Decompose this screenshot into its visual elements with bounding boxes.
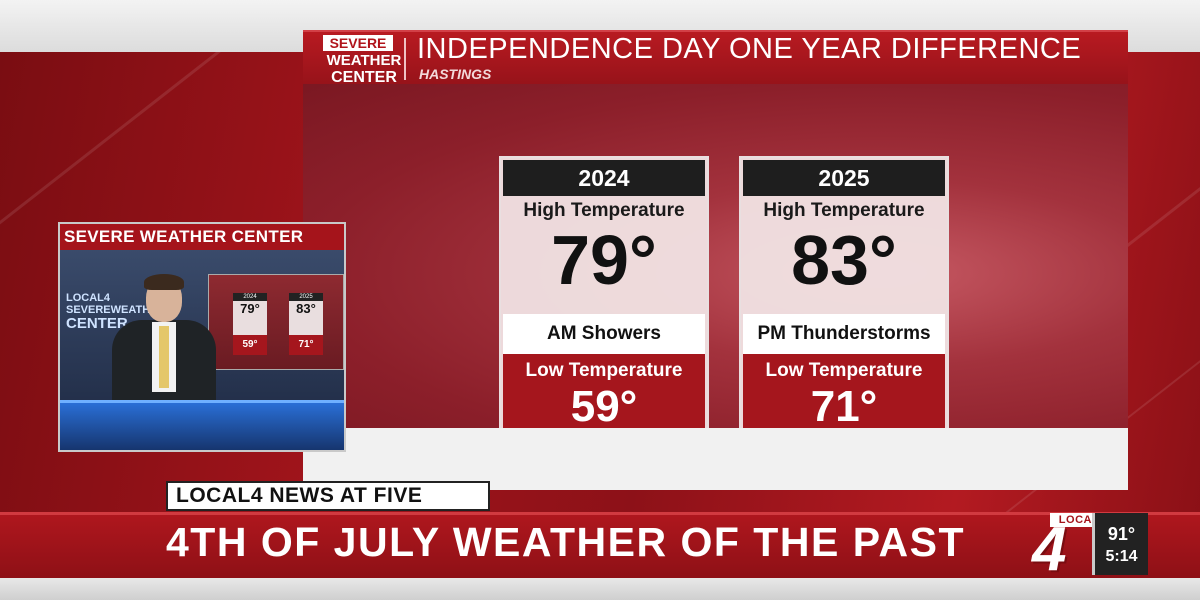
- card-year: 2024: [503, 160, 705, 196]
- high-temp-value: 79°: [551, 221, 657, 299]
- studio-monitor: 2024 79° 59° 2025 83° 71°: [208, 274, 344, 370]
- card-year: 2025: [743, 160, 945, 196]
- studio-desk: [60, 400, 344, 450]
- monitor-card-2024: 2024 79° 59°: [233, 293, 267, 355]
- monitor-card-high: 79°: [240, 301, 260, 316]
- low-temp-value: 59°: [570, 382, 638, 431]
- low-temp-label: Low Temperature: [765, 360, 923, 381]
- low-temp-box: Low Temperature 71°: [743, 354, 945, 437]
- logo-line-3: CENTER: [331, 69, 397, 86]
- graphic-base: [303, 428, 1128, 490]
- year-card-2024: 2024 High Temperature 79° AM Showers Low…: [499, 156, 709, 441]
- logo-line-1: SEVERE: [323, 35, 393, 51]
- severe-weather-center-logo: SEVERE WEATHER CENTER: [317, 32, 411, 86]
- show-tag: LOCAL4 NEWS AT FIVE: [166, 481, 490, 511]
- graphic-header: SEVERE WEATHER CENTER INDEPENDENCE DAY O…: [303, 30, 1128, 86]
- headline-bar: [0, 512, 1200, 578]
- monitor-card-high: 83°: [296, 301, 316, 316]
- monitor-card-2025: 2025 83° 71°: [289, 293, 323, 355]
- condition-label: AM Showers: [503, 314, 705, 354]
- low-temp-label: Low Temperature: [525, 360, 683, 381]
- monitor-card-year: 2025: [289, 293, 323, 301]
- condition-label: PM Thunderstorms: [743, 314, 945, 354]
- graphic-subtitle: HASTINGS: [419, 66, 492, 82]
- low-temp-box: Low Temperature 59°: [503, 354, 705, 437]
- low-temp-value: 71°: [810, 382, 878, 431]
- meteorologist-tie: [159, 326, 169, 388]
- bug-temperature: 91°: [1107, 524, 1136, 544]
- pip-label: SEVERE WEATHER CENTER: [60, 224, 344, 250]
- studio-pip: LOCAL4 SEVEREWEATHER CENTER 2024 79° 59°…: [58, 222, 346, 452]
- bottom-bar: [0, 578, 1200, 600]
- station-bug: 4 LOCAL 91° 5:14: [1032, 513, 1152, 581]
- studio-logo-line-3: CENTER: [66, 315, 128, 333]
- studio-logo-line-2: SEVEREWEATHER: [66, 304, 166, 317]
- high-temp-label: High Temperature: [523, 200, 685, 221]
- high-temp-label: High Temperature: [763, 200, 925, 221]
- graphic-title: INDEPENDENCE DAY ONE YEAR DIFFERENCE: [417, 33, 1082, 65]
- local4-logo: 4 LOCAL: [1032, 513, 1108, 581]
- year-card-2025: 2025 High Temperature 83° PM Thunderstor…: [739, 156, 949, 441]
- bug-number: 4: [1032, 515, 1067, 584]
- high-temp-value: 83°: [791, 221, 897, 299]
- monitor-card-year: 2024: [233, 293, 267, 301]
- meteorologist-hair: [144, 274, 184, 290]
- header-divider: [404, 38, 406, 80]
- monitor-card-low: 71°: [289, 335, 323, 355]
- headline-accent: [0, 512, 1200, 515]
- graphic-body: 2024 High Temperature 79° AM Showers Low…: [303, 84, 1128, 441]
- logo-line-2: WEATHER: [326, 52, 402, 69]
- headline: 4TH OF JULY WEATHER OF THE PAST: [166, 519, 965, 565]
- weather-graphic: SEVERE WEATHER CENTER INDEPENDENCE DAY O…: [303, 30, 1128, 490]
- bug-info: 91° 5:14: [1092, 513, 1148, 575]
- studio-logo-line-1: LOCAL4: [66, 292, 110, 304]
- monitor-card-low: 59°: [233, 335, 267, 355]
- studio-logo: LOCAL4 SEVEREWEATHER CENTER: [66, 292, 166, 342]
- bug-time: 5:14: [1105, 548, 1138, 565]
